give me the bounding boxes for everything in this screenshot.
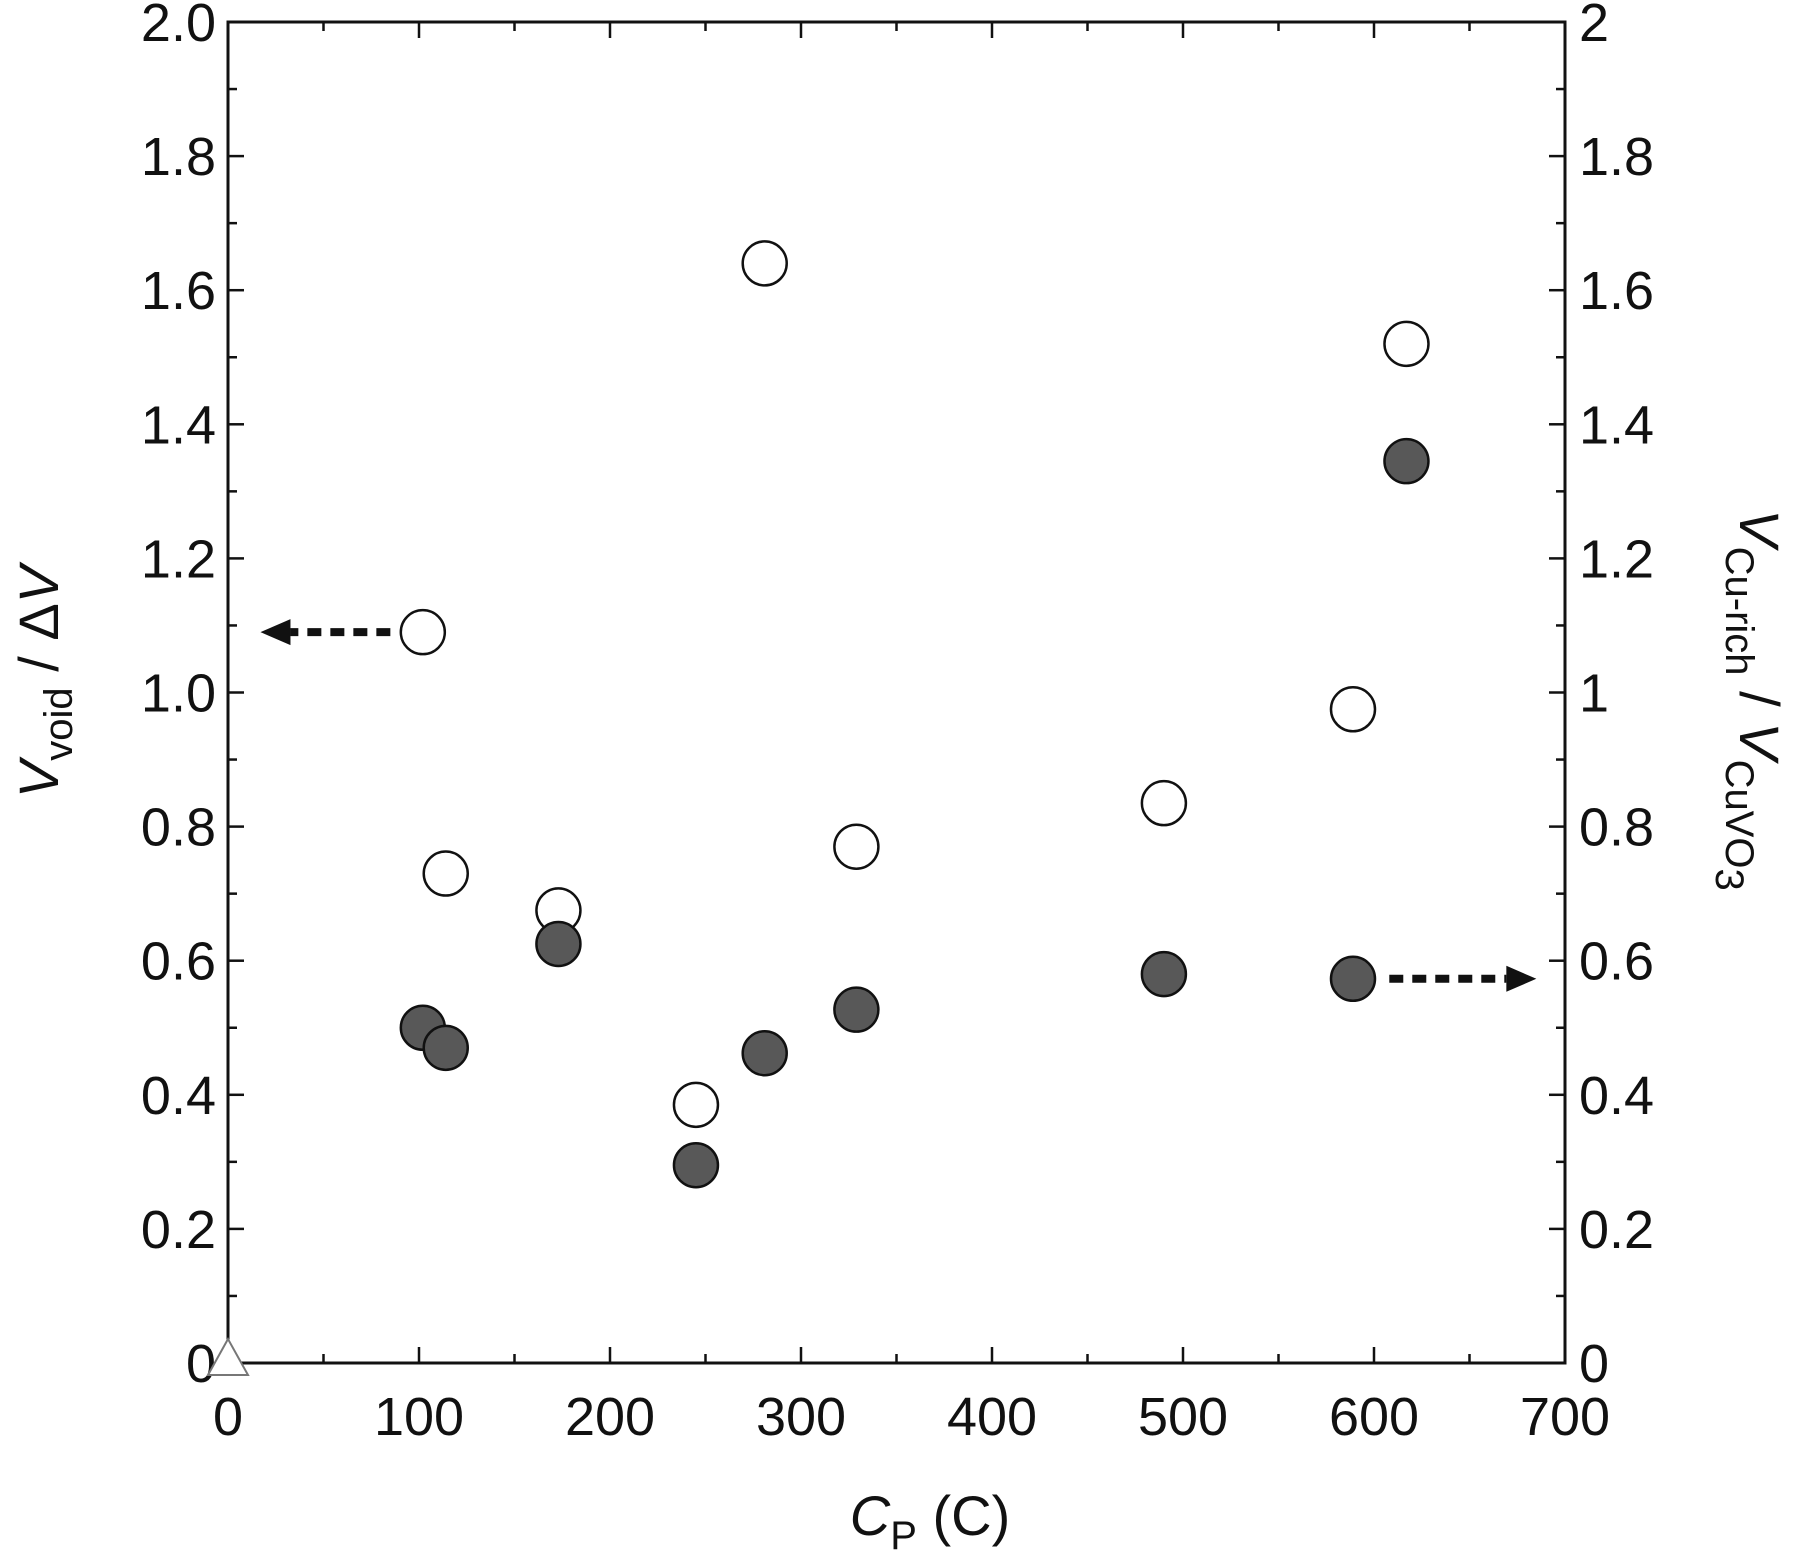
open-circle-marker — [833, 823, 880, 870]
y-left-tick-label: 1.0 — [141, 664, 216, 724]
yr-title-italic-1: V — [1728, 509, 1791, 551]
triangle-marker — [206, 1336, 250, 1376]
y-left-tick-label: 1.8 — [141, 127, 216, 187]
yr-title-italic-2: V — [1728, 722, 1791, 764]
yl-title-italic-2: V — [7, 561, 70, 603]
x-tick-label: 300 — [756, 1387, 846, 1447]
y-right-tick-label: 0.6 — [1579, 932, 1654, 992]
y-right-tick-label: 0 — [1579, 1334, 1609, 1394]
filled-circle-marker — [833, 986, 880, 1033]
x-tick-label: 700 — [1520, 1387, 1610, 1447]
x-title-rest: (C) — [917, 1484, 1010, 1547]
y-right-tick-label: 0.4 — [1579, 1066, 1654, 1126]
axes-layer: 0 100 200 300 400 500 600 70000.20.40.60.81.01.… — [141, 0, 1654, 1447]
y-left-tick-label: 1.2 — [141, 529, 216, 589]
arrow-head — [1506, 965, 1537, 992]
filled-circle-marker — [672, 1141, 720, 1189]
y-left-tick-label: 0.6 — [141, 932, 216, 992]
open-circle-marker — [422, 850, 469, 897]
y-right-axis-title: VCu-rich / VCuVO3 — [1707, 509, 1791, 891]
annotations-layer — [260, 619, 1537, 992]
yl-title-mid: / Δ — [7, 603, 70, 687]
open-circle-marker — [672, 1081, 720, 1129]
y-right-tick-label: 1.2 — [1579, 529, 1654, 589]
y-left-tick-label: 0.8 — [141, 798, 216, 858]
marks-layer — [206, 240, 1430, 1376]
x-tick-label: 100 — [374, 1387, 464, 1447]
y-left-tick-label: 1.4 — [141, 395, 216, 455]
open-circle-marker — [1383, 320, 1430, 368]
open-circle-marker — [399, 608, 447, 656]
arrow-head — [260, 619, 291, 646]
x-tick-label: 600 — [1329, 1387, 1419, 1447]
y-left-tick-label: 2.0 — [141, 0, 216, 53]
filled-circle-marker — [1383, 437, 1430, 485]
filled-circle-marker — [1329, 955, 1377, 1003]
filled-circle-marker — [741, 1029, 788, 1077]
x-tick-label: 0 — [213, 1387, 243, 1447]
filled-circle-marker — [535, 920, 582, 968]
y-right-tick-label: 1.8 — [1579, 127, 1654, 187]
x-axis-title: CP (C) — [850, 1484, 1010, 1553]
y-left-tick-label: 1.6 — [141, 261, 216, 321]
x-tick-label: 200 — [565, 1387, 655, 1447]
yr-title-sub-1: Cu-rich — [1717, 547, 1761, 676]
y-left-tick-label: 0 — [186, 1334, 216, 1394]
y-right-tick-label: 0.2 — [1579, 1200, 1654, 1260]
yr-title-sub-2: CuVO — [1717, 760, 1761, 869]
y-right-tick-label: 1.4 — [1579, 395, 1654, 455]
yl-title-sub-1: void — [37, 687, 81, 760]
y-right-tick-label: 0.8 — [1579, 798, 1654, 858]
open-circle-marker — [741, 240, 788, 287]
filled-circle-marker — [422, 1024, 469, 1072]
y-right-tick-label: 1.6 — [1579, 261, 1654, 321]
y-left-tick-label: 0.2 — [141, 1200, 216, 1260]
y-right-tick-label: 1 — [1579, 664, 1609, 724]
yr-title-sub-2-sub: 3 — [1707, 869, 1751, 891]
x-title-sub: P — [890, 1514, 917, 1553]
yl-title-italic-1: V — [7, 756, 70, 798]
x-title-italic: C — [850, 1484, 891, 1547]
open-circle-marker — [1140, 779, 1188, 827]
open-circle-marker — [1329, 686, 1377, 733]
yr-title-mid: / — [1728, 676, 1791, 723]
filled-circle-marker — [1140, 950, 1188, 998]
x-tick-label: 400 — [947, 1387, 1037, 1447]
y-left-tick-label: 0.4 — [141, 1066, 216, 1126]
y-left-axis-title: Vvoid / ΔV — [7, 561, 81, 798]
x-tick-label: 500 — [1138, 1387, 1228, 1447]
y-right-tick-label: 2 — [1579, 0, 1609, 53]
